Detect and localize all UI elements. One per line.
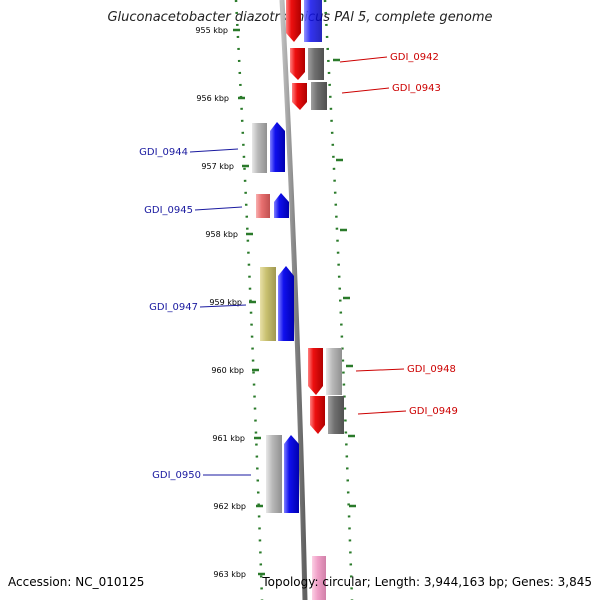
accession-text: Accession: NC_010125 — [8, 575, 145, 589]
kbp-label-963: 963 kbp — [213, 570, 246, 579]
gene-GDI_0949-darkgray — [328, 396, 344, 434]
kbp-label-960: 960 kbp — [211, 366, 244, 375]
gene-GDI_0943-darkgray — [311, 82, 327, 110]
gene-top-blue — [304, 0, 322, 42]
gene-GDI_0950-gray — [266, 435, 282, 513]
ruler-right-outer — [323, 0, 354, 600]
leader-GDI_0945 — [194, 206, 243, 211]
leader-GDI_0947 — [199, 304, 247, 308]
label-GDI_0947: GDI_0947 — [149, 302, 198, 313]
kbp-label-956: 956 kbp — [196, 94, 229, 103]
gene-GDI_0942-red — [290, 48, 305, 80]
leader-GDI_0943 — [341, 87, 390, 94]
leader-lines — [189, 56, 407, 476]
leader-GDI_0948 — [355, 368, 405, 372]
label-GDI_0944: GDI_0944 — [139, 147, 188, 158]
gene-GDI_0944-blue — [270, 122, 285, 172]
label-GDI_0950: GDI_0950 — [152, 470, 201, 481]
kbp-label-959: 959 kbp — [209, 298, 242, 307]
kbp-label-962: 962 kbp — [213, 502, 246, 511]
label-GDI_0949: GDI_0949 — [409, 406, 458, 417]
ruler-ticks — [233, 28, 356, 576]
gene-GDI_0948-gray — [326, 348, 342, 395]
gene-GDI_0949-red — [310, 396, 325, 434]
genome-backbone — [279, 0, 308, 600]
gene-GDI_0950-blue — [284, 435, 299, 513]
gene-GDI_0948-red — [308, 348, 323, 395]
gene-GDI_0947-olive — [260, 267, 276, 341]
genes-left — [252, 122, 299, 513]
gene-GDI_0945-salmon — [256, 194, 270, 218]
kbp-label-955: 955 kbp — [195, 26, 228, 35]
kbp-label-961: 961 kbp — [212, 434, 245, 443]
kbp-label-957: 957 kbp — [201, 162, 234, 171]
gene-GDI_0943-red — [292, 83, 307, 110]
topology-text: Topology: circular; Length: 3,944,163 bp… — [262, 575, 592, 589]
gene-top-red — [286, 0, 301, 42]
label-GDI_0942: GDI_0942 — [390, 52, 439, 63]
label-GDI_0948: GDI_0948 — [407, 364, 456, 375]
gene-labels: GDI_0942 GDI_0943 GDI_0944 GDI_0945 GDI_… — [139, 52, 458, 481]
gene-GDI_0947-blue — [278, 266, 294, 341]
leader-GDI_0949 — [357, 410, 407, 415]
kbp-label-958: 958 kbp — [205, 230, 238, 239]
gene-GDI_0945-blue — [274, 193, 289, 218]
label-GDI_0945: GDI_0945 — [144, 205, 193, 216]
gene-GDI_0944-gray — [252, 123, 267, 173]
gene-GDI_0942-darkgray — [308, 48, 324, 80]
kbp-labels: 955 kbp 956 kbp 957 kbp 958 kbp 959 kbp … — [195, 26, 246, 579]
gene-bottom-pink — [312, 556, 326, 600]
leader-GDI_0942 — [339, 56, 388, 63]
leader-GDI_0944 — [189, 148, 239, 153]
label-GDI_0943: GDI_0943 — [392, 83, 441, 94]
genes-right — [286, 0, 344, 600]
ruler-left-outer — [234, 0, 264, 600]
